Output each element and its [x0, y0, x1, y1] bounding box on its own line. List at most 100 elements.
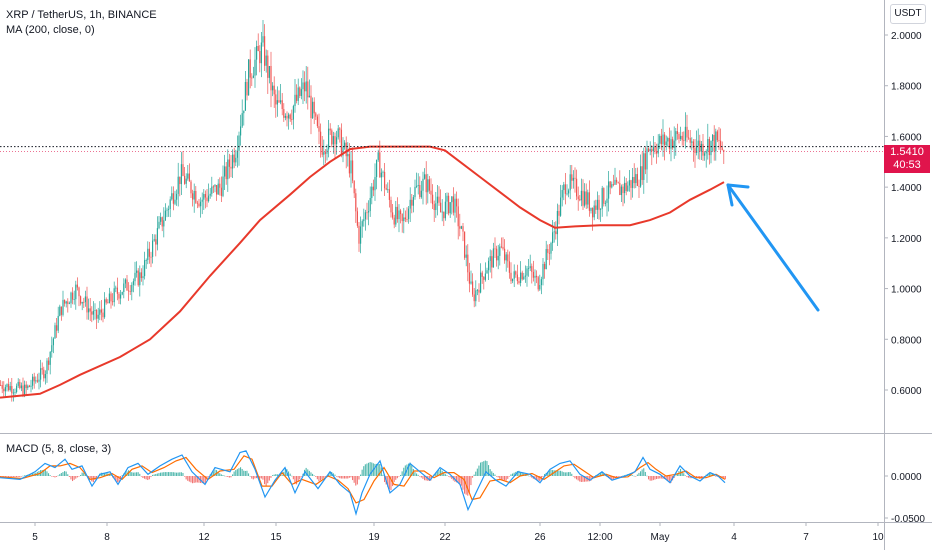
- macd-histogram-bar: [417, 474, 419, 476]
- macd-histogram-bar: [411, 465, 413, 476]
- candle-body: [302, 82, 304, 90]
- candle-body: [86, 296, 88, 313]
- macd-histogram-bar: [3, 476, 5, 477]
- macd-histogram-bar: [251, 476, 253, 479]
- candle-body: [44, 373, 46, 379]
- candle-body: [614, 179, 616, 185]
- macd-legend[interactable]: MACD (5, 8, close, 3): [6, 443, 112, 455]
- candle-body: [308, 95, 310, 98]
- candle-body: [569, 174, 571, 191]
- candle-body: [344, 142, 346, 147]
- candle-body: [275, 94, 277, 105]
- candle-body: [340, 129, 342, 156]
- candle-body: [296, 94, 298, 101]
- candle-body: [560, 197, 562, 216]
- macd-histogram-bar: [89, 476, 91, 479]
- candle-body: [265, 55, 267, 66]
- candle-body: [116, 287, 118, 294]
- macd-histogram-bar: [184, 476, 186, 477]
- macd-histogram-bar: [46, 471, 48, 476]
- candle-body: [38, 379, 40, 382]
- macd-histogram-bar: [374, 463, 376, 476]
- candle-body: [353, 180, 355, 194]
- macd-histogram-bar: [414, 472, 416, 476]
- macd-histogram-bar: [323, 476, 325, 478]
- candle-body: [401, 214, 403, 222]
- macd-histogram-bar: [643, 468, 645, 476]
- candle-body: [270, 65, 272, 91]
- candle-body: [75, 284, 77, 300]
- candle-body: [150, 256, 152, 258]
- macd-histogram-bar: [451, 476, 453, 479]
- candle-body: [635, 174, 637, 184]
- macd-histogram-bar: [488, 465, 490, 476]
- macd-histogram-bar: [246, 470, 248, 476]
- macd-histogram-bar: [516, 471, 518, 476]
- currency-button[interactable]: USDT: [890, 4, 926, 24]
- candle-body: [328, 128, 330, 150]
- candle-body: [355, 193, 357, 212]
- candle-body: [435, 203, 437, 211]
- macd-histogram-bar: [292, 476, 294, 480]
- candle-body: [238, 135, 240, 151]
- candle-body: [209, 193, 211, 196]
- candle-body: [452, 196, 454, 213]
- annotation-layer: [0, 146, 884, 312]
- macd-histogram-bar: [267, 476, 269, 484]
- macd-histogram-bar: [560, 470, 562, 476]
- ma-legend[interactable]: MA (200, close, 0): [6, 24, 95, 36]
- macd-histogram-bar: [382, 474, 384, 476]
- candle-body: [136, 270, 138, 273]
- candle-body: [246, 81, 248, 96]
- candle-body: [316, 116, 318, 127]
- candle-body: [603, 188, 605, 204]
- macd-histogram-bar: [48, 473, 50, 476]
- candle-body: [409, 199, 411, 209]
- macd-histogram-bar: [505, 476, 507, 481]
- candle-body: [464, 231, 466, 258]
- time-tick-label: 12: [198, 532, 210, 543]
- macd-histogram-bar: [347, 476, 349, 479]
- candle-body: [241, 113, 243, 127]
- macd-histogram-bar: [379, 463, 381, 476]
- candle-body: [523, 276, 525, 280]
- symbol-line[interactable]: XRP / TetherUS, 1h, BINANCE: [6, 9, 157, 21]
- candle-body: [206, 197, 208, 202]
- candle-body: [585, 191, 587, 205]
- macd-histogram-bar: [305, 467, 307, 476]
- macd-histogram-bar: [555, 470, 557, 476]
- macd-histogram-bar: [148, 476, 150, 480]
- candle-body: [153, 239, 155, 241]
- macd-histogram-bar: [56, 476, 58, 477]
- macd-histogram-bar: [403, 467, 405, 476]
- macd-histogram-bar: [217, 471, 219, 476]
- candle-body: [587, 192, 589, 205]
- macd-histogram-bar: [20, 476, 22, 477]
- macd-histogram-bar: [166, 472, 168, 476]
- candle-body: [476, 289, 478, 291]
- macd-histogram-bar: [636, 474, 638, 476]
- candle-body: [403, 217, 405, 222]
- macd-histogram-bar: [67, 474, 69, 476]
- candle-body: [126, 279, 128, 291]
- candle-body: [129, 291, 131, 292]
- macd-histogram-bar: [272, 475, 274, 476]
- macd-tick-label: -0.0500: [891, 514, 925, 525]
- macd-histogram-bar: [321, 476, 323, 480]
- candle-body: [579, 199, 581, 201]
- candle-body: [28, 385, 30, 387]
- candle-body: [504, 248, 506, 261]
- arrow-head-top: [726, 183, 750, 189]
- time-tick-label: 5: [32, 532, 38, 543]
- macd-histogram-bar: [324, 476, 326, 477]
- macd-histogram-bar: [483, 461, 485, 476]
- macd-histogram-bar: [649, 476, 651, 481]
- macd-histogram-bar: [408, 463, 410, 476]
- macd-histogram-bar: [232, 474, 234, 476]
- macd-histogram-bar: [513, 472, 515, 476]
- macd-histogram-bar: [201, 476, 203, 484]
- macd-histogram-bar: [665, 476, 667, 480]
- macd-histogram-bar: [350, 476, 352, 478]
